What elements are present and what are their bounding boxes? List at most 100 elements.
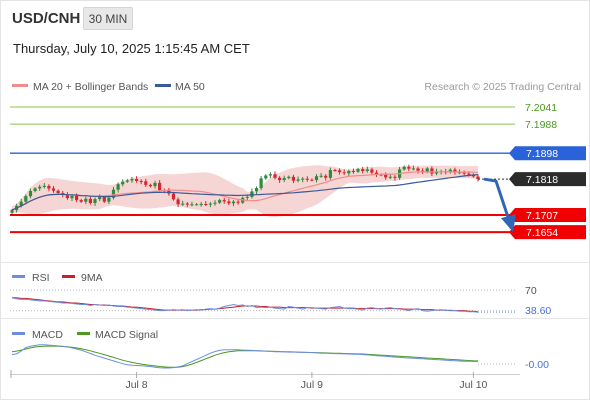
candle-body xyxy=(199,204,203,205)
candle-body xyxy=(370,169,374,173)
candle-body xyxy=(264,175,268,179)
candle-body xyxy=(213,202,217,204)
rsi-level-label: 70 xyxy=(525,285,537,297)
macd-signal-line xyxy=(11,345,479,368)
candle-body xyxy=(328,170,332,178)
support-tag xyxy=(509,207,586,222)
timeframe-button[interactable]: 30 MIN xyxy=(83,7,133,30)
resistance-label: 7.2041 xyxy=(525,102,557,114)
candle-body xyxy=(51,188,56,191)
ma50-line xyxy=(11,174,479,211)
candle-body xyxy=(121,181,125,185)
rsi-last-label: 38.60 xyxy=(525,305,551,317)
candle-body xyxy=(347,171,351,174)
macd-last-label: -0.00 xyxy=(525,359,549,371)
resistance-label: 7.1988 xyxy=(525,119,557,131)
candle-body xyxy=(254,188,259,192)
candle-body xyxy=(462,172,466,174)
time-tick-label: Jul 10 xyxy=(459,379,487,391)
macd-signal-legend-label: MACD Signal xyxy=(95,329,158,341)
candle-body xyxy=(102,196,106,202)
rsi-legend-label: RSI xyxy=(32,272,50,284)
candle-body xyxy=(356,169,360,172)
candle-body xyxy=(338,170,342,173)
candle-body xyxy=(125,180,129,182)
datetime-label: Thursday, July 10, 2025 1:15:45 AM CET xyxy=(13,41,250,56)
candle-body xyxy=(10,210,14,213)
candle-body xyxy=(282,178,286,180)
support-label: 7.1654 xyxy=(526,227,558,239)
candle-body xyxy=(333,170,337,171)
candle-body xyxy=(190,204,194,206)
ma50-legend-label: MA 50 xyxy=(175,81,205,93)
time-tick-label: Jul 8 xyxy=(125,379,147,391)
candle-body xyxy=(301,178,305,180)
candle-body xyxy=(139,181,143,182)
candle-body xyxy=(236,201,240,203)
candle-body xyxy=(259,178,263,189)
candle-body xyxy=(227,201,231,204)
pivot-label: 7.1898 xyxy=(526,148,558,160)
candle-body xyxy=(384,174,388,178)
candle-body xyxy=(38,186,42,189)
candle-body xyxy=(185,203,189,205)
candle-body xyxy=(75,195,79,201)
candle-body xyxy=(148,184,152,187)
copyright-label: Research © 2025 Trading Central xyxy=(424,81,581,93)
candle-body xyxy=(79,200,83,202)
macd-line xyxy=(11,344,479,369)
bollinger-band xyxy=(12,165,478,217)
candle-body xyxy=(65,194,69,199)
forecast-arrow-head xyxy=(501,214,516,233)
candle-body xyxy=(361,169,365,171)
candle-body xyxy=(453,169,457,173)
candle-body xyxy=(47,185,51,189)
candle-body xyxy=(268,174,272,176)
symbol-title: USD/CNH xyxy=(12,10,81,27)
macd-panel: -0.00 xyxy=(11,344,549,371)
candle-body xyxy=(116,184,120,190)
macd-legend-label: MACD xyxy=(32,329,63,341)
candle-body xyxy=(287,176,291,179)
candle-body xyxy=(305,178,309,180)
candle-body xyxy=(171,193,176,200)
candle-body xyxy=(28,191,33,197)
time-axis: Jul 8 Jul 9 Jul 10 xyxy=(10,370,488,391)
candle-body xyxy=(425,168,429,172)
candle-body xyxy=(181,203,185,205)
price-panel xyxy=(10,164,480,217)
candle-body xyxy=(231,201,236,204)
candle-body xyxy=(374,172,379,175)
candle-body xyxy=(457,172,462,174)
last-price-label: 7.1818 xyxy=(526,174,558,186)
candle-body xyxy=(393,176,397,178)
rsi-ma-legend-label: 9MA xyxy=(81,272,103,284)
candle-body xyxy=(42,185,46,187)
candle-body xyxy=(407,166,411,169)
rsi-line xyxy=(11,297,479,313)
candle-body xyxy=(430,168,434,174)
rsi-legend-swatch xyxy=(12,275,25,278)
candle-body xyxy=(291,176,295,181)
support-tag xyxy=(509,225,586,240)
candle-body xyxy=(70,195,74,199)
candle-body xyxy=(93,199,97,203)
rsi-panel: 70 38.60 xyxy=(10,285,551,317)
candle-body xyxy=(273,174,277,178)
candle-body xyxy=(310,179,314,181)
candle-body xyxy=(24,196,28,202)
candle-body xyxy=(84,198,88,202)
candle-body xyxy=(195,204,199,206)
candle-body xyxy=(88,198,92,203)
last-price-tag xyxy=(509,172,586,187)
candle-body xyxy=(144,181,148,185)
candle-body xyxy=(111,189,116,198)
candle-body xyxy=(245,196,249,198)
candle-body xyxy=(98,196,102,200)
candle-body xyxy=(314,176,319,181)
ma50-legend-swatch xyxy=(155,84,171,87)
candle-body xyxy=(222,200,226,202)
candle-body xyxy=(365,169,369,171)
candle-body xyxy=(448,169,452,173)
candle-body xyxy=(33,188,37,191)
